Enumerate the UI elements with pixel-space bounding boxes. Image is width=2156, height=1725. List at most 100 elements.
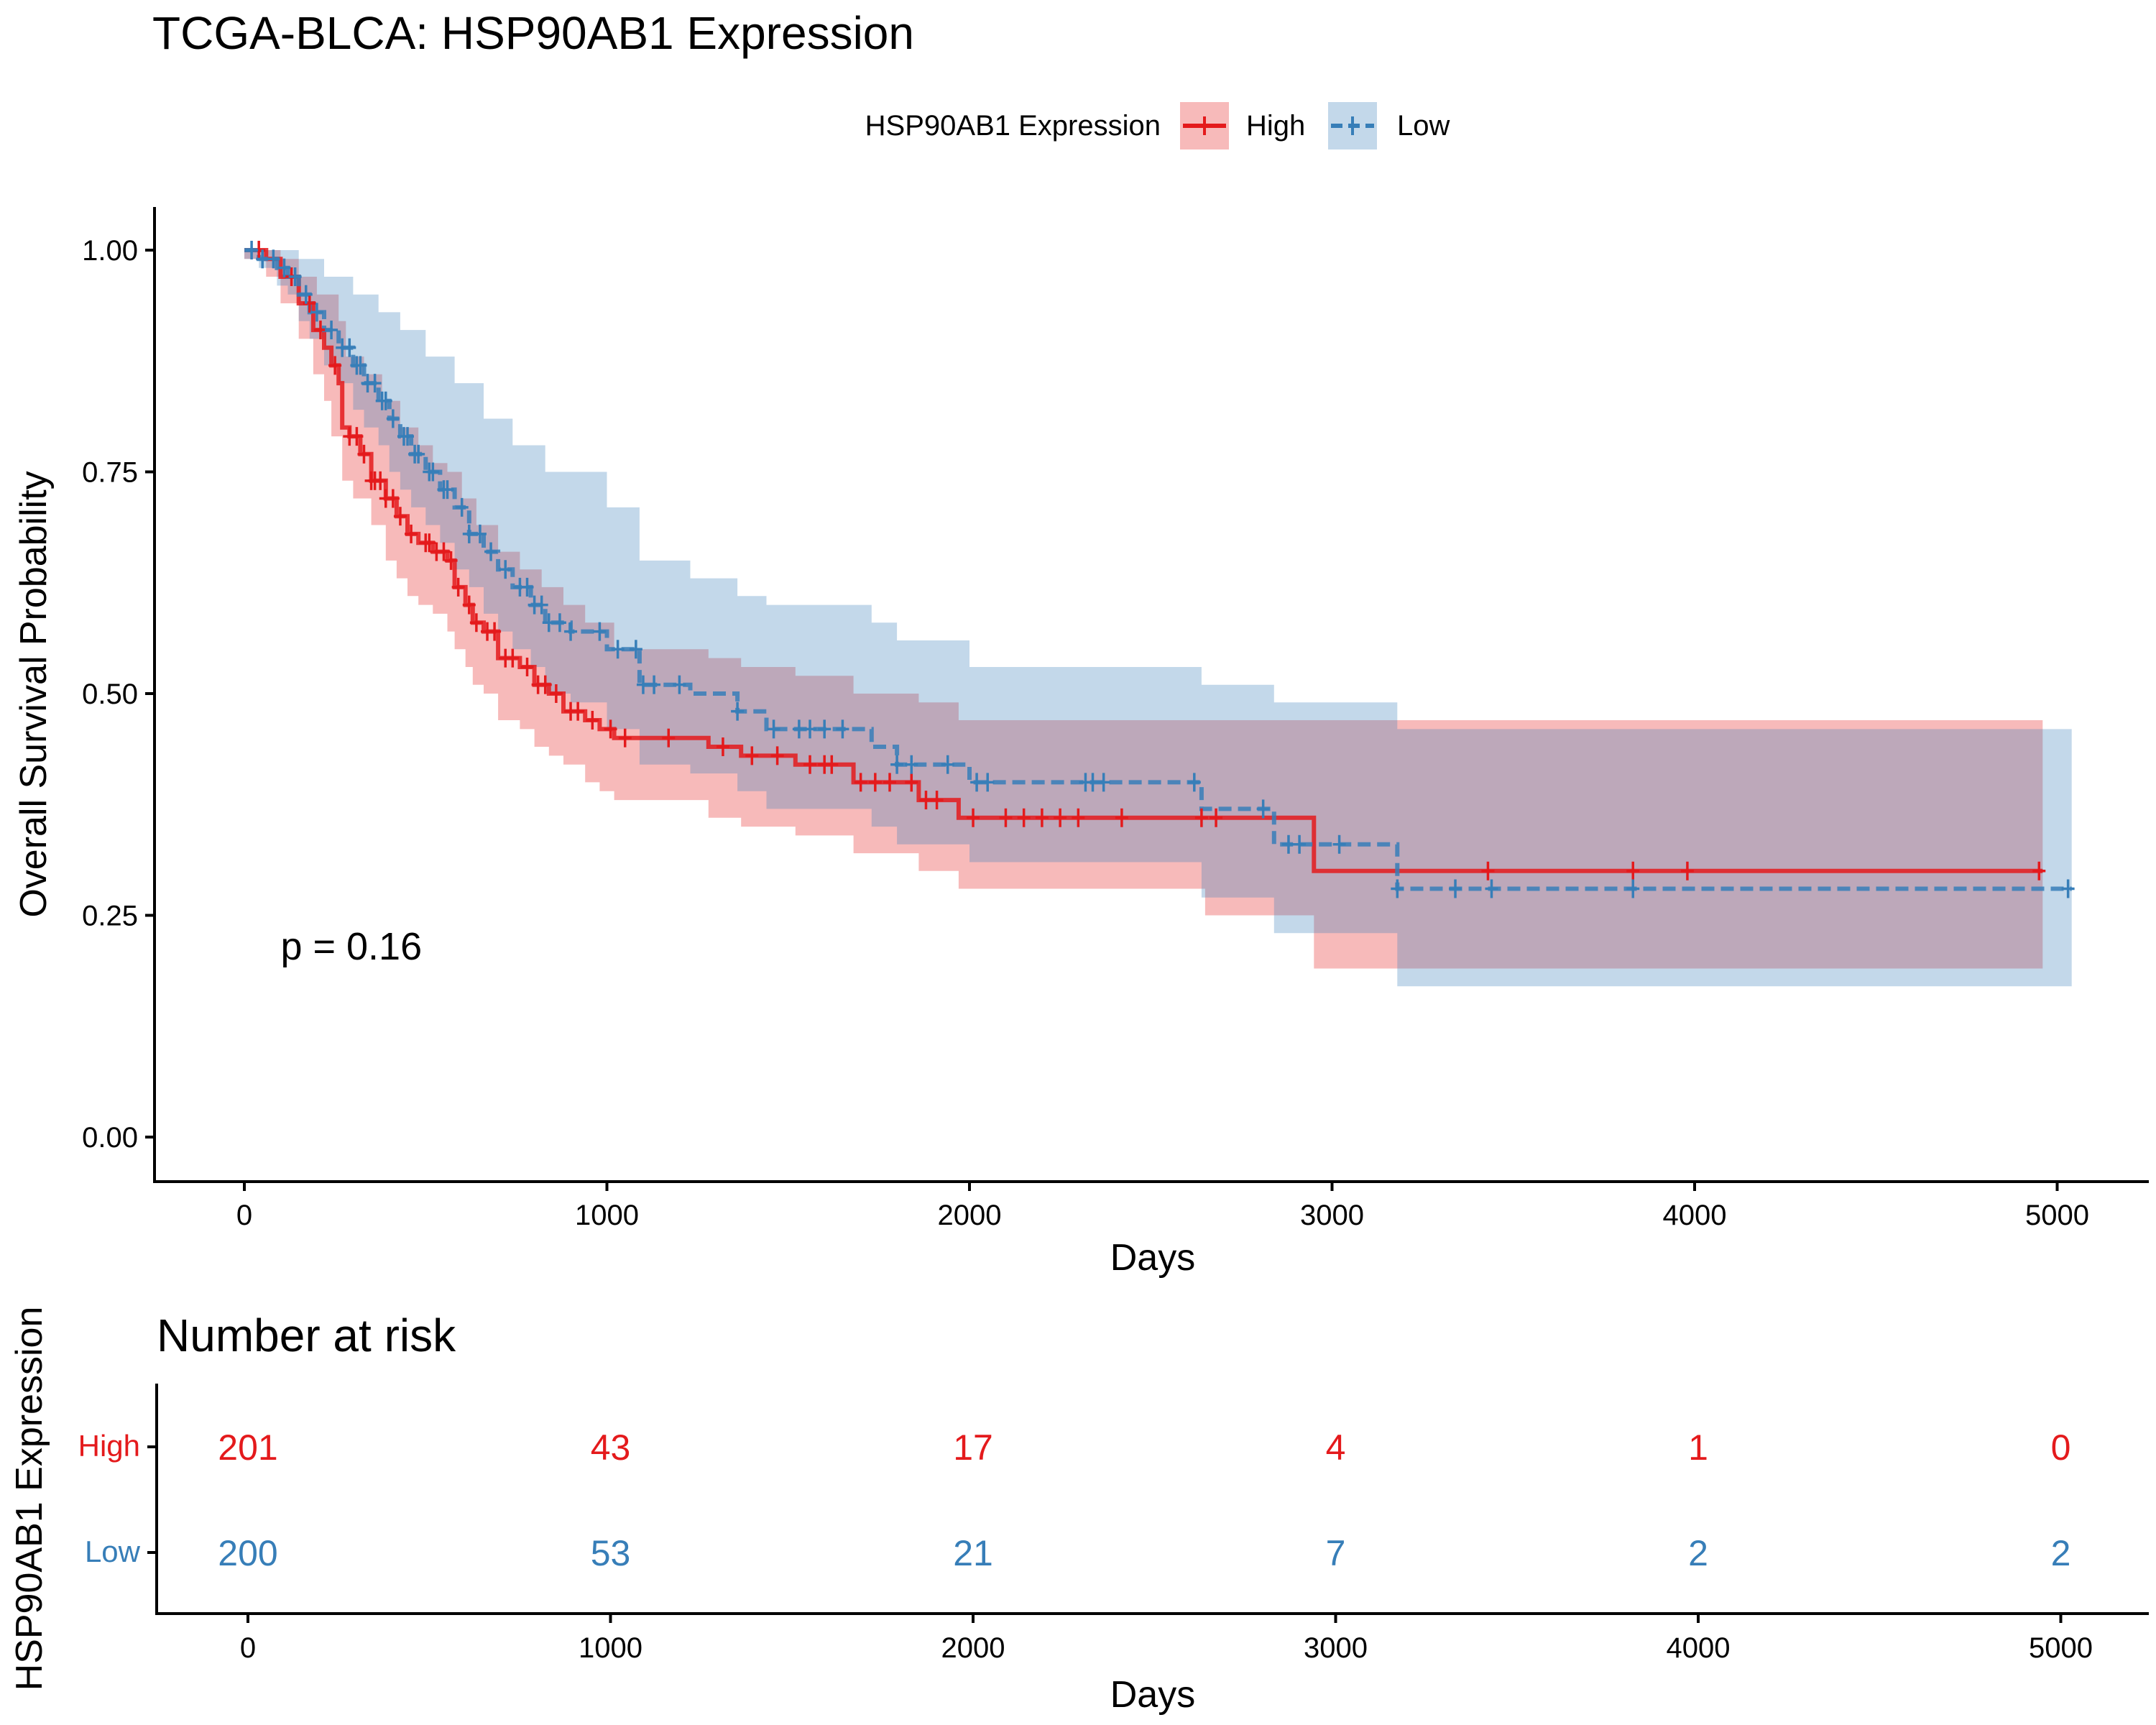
censor-mark-low xyxy=(1293,834,1307,854)
censor-mark-low xyxy=(803,719,817,739)
censor-mark-high xyxy=(488,622,502,641)
censor-mark-low xyxy=(1097,773,1110,792)
legend-item-low: Low xyxy=(1328,102,1450,150)
censor-mark-low xyxy=(1086,773,1100,792)
x-axis-ticks: 0 1000 2000 3000 4000 5000 xyxy=(236,1182,2089,1231)
censor-mark-low xyxy=(611,640,625,659)
censor-mark-high xyxy=(350,427,364,446)
x-tick-label: 1000 xyxy=(575,1200,639,1231)
censor-mark-high xyxy=(967,808,980,827)
censor-mark-high xyxy=(444,551,458,570)
risk-table-rows: High 201 43 17 4 1 0 Low 200 53 21 7 2 2 xyxy=(78,1427,2071,1573)
censor-mark-high xyxy=(999,808,1013,827)
censor-mark-low xyxy=(564,622,578,641)
censor-mark-low xyxy=(673,675,686,694)
censor-mark-low xyxy=(767,719,780,739)
censor-mark-low xyxy=(484,542,498,561)
censor-mark-low xyxy=(970,773,984,792)
risk-count-high: 17 xyxy=(953,1427,993,1468)
censor-mark-high xyxy=(423,533,436,553)
censor-mark-high xyxy=(1054,808,1067,827)
risk-row-label-high: High xyxy=(78,1429,140,1463)
censor-mark-high xyxy=(1194,808,1208,827)
censor-mark-low xyxy=(981,773,995,792)
risk-x-tick-label: 0 xyxy=(240,1632,256,1664)
risk-table: Number at risk High 201 43 17 4 1 0 Low 200 53 21 7… xyxy=(9,1307,2149,1716)
censor-mark-high xyxy=(328,356,342,375)
censor-mark-high xyxy=(386,489,400,508)
censor-mark-high xyxy=(825,755,839,774)
censor-mark-low xyxy=(412,444,425,464)
y-tick-label: 0.50 xyxy=(82,678,138,710)
censor-mark-low xyxy=(441,480,454,500)
risk-count-low: 53 xyxy=(591,1533,631,1573)
censor-mark-high xyxy=(604,719,617,739)
censor-marks xyxy=(245,241,2075,898)
censor-mark-low xyxy=(299,285,313,304)
censor-mark-low xyxy=(386,409,400,428)
censor-mark-low xyxy=(1256,799,1270,819)
censor-mark-low xyxy=(310,303,323,322)
y-axis-label: Overall Survival Probability xyxy=(13,471,55,917)
censor-mark-low xyxy=(1187,773,1201,792)
censor-mark-high xyxy=(586,711,599,730)
censor-mark-low xyxy=(2061,879,2075,898)
risk-count-high: 4 xyxy=(1326,1427,1346,1468)
ci-band-low xyxy=(244,250,2072,987)
risk-count-low: 21 xyxy=(953,1533,993,1573)
legend: HSP90AB1 Expression High Low xyxy=(865,102,1450,150)
censor-mark-low xyxy=(499,560,512,579)
censor-mark-low xyxy=(1485,879,1498,898)
ci-band-high xyxy=(244,250,2043,969)
x-tick-label: 4000 xyxy=(1663,1200,1727,1231)
censor-mark-high xyxy=(571,702,585,721)
censor-mark-low xyxy=(325,321,338,340)
censor-mark-low xyxy=(520,577,534,597)
censor-mark-high xyxy=(1017,808,1031,827)
censor-mark-high xyxy=(357,444,371,464)
censor-mark-high xyxy=(930,791,944,810)
censor-mark-low xyxy=(731,702,745,721)
legend-item-high: High xyxy=(1180,102,1305,150)
censor-mark-high xyxy=(883,773,897,792)
censor-mark-high xyxy=(2032,861,2046,880)
censor-mark-low xyxy=(267,249,280,269)
y-tick-label: 0.75 xyxy=(82,457,138,489)
censor-mark-high xyxy=(1626,861,1640,880)
censor-mark-low xyxy=(905,755,918,774)
censor-mark-high xyxy=(538,675,552,694)
risk-x-tick-label: 1000 xyxy=(579,1632,642,1664)
censor-mark-high xyxy=(618,728,632,748)
censor-mark-low xyxy=(890,755,904,774)
censor-mark-high xyxy=(506,648,520,668)
y-tick-label: 0.00 xyxy=(82,1122,138,1154)
censor-mark-high xyxy=(868,773,882,792)
survival-plot: 0.00 0.25 0.50 0.75 1.00 0 1000 2000 3000 4000 50… xyxy=(13,207,2149,1279)
risk-table-x-label: Days xyxy=(1110,1674,1195,1716)
risk-count-high: 43 xyxy=(591,1427,631,1468)
risk-count-high: 201 xyxy=(218,1427,277,1468)
censor-mark-high xyxy=(549,684,563,703)
p-value-annotation: p = 0.16 xyxy=(280,925,422,968)
censor-mark-low xyxy=(593,622,607,641)
censor-mark-high xyxy=(405,524,418,543)
censor-mark-high xyxy=(393,507,407,526)
risk-x-tick-label: 3000 xyxy=(1304,1632,1368,1664)
censor-mark-low xyxy=(818,719,831,739)
censor-mark-high xyxy=(437,542,451,561)
censor-mark-low xyxy=(256,249,270,269)
censor-mark-low xyxy=(1626,879,1640,898)
censor-mark-low xyxy=(426,462,440,482)
censor-mark-low xyxy=(941,755,954,774)
x-tick-label: 0 xyxy=(236,1200,252,1231)
censor-mark-high xyxy=(662,728,676,748)
censor-mark-low xyxy=(401,427,415,446)
legend-label-low: Low xyxy=(1397,110,1450,142)
risk-row-label-low: Low xyxy=(85,1535,141,1568)
censor-mark-high xyxy=(770,746,784,765)
censor-mark-low xyxy=(836,719,849,739)
confidence-bands xyxy=(244,250,2072,987)
risk-x-tick-label: 4000 xyxy=(1667,1632,1731,1664)
censor-mark-low xyxy=(648,675,661,694)
risk-table-title: Number at risk xyxy=(157,1310,456,1361)
